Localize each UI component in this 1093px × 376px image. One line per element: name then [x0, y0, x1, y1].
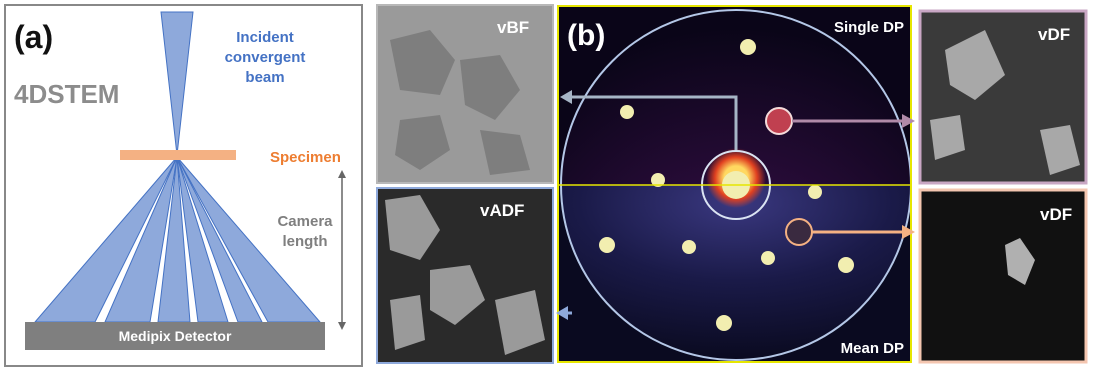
- beam-label: beam: [245, 69, 284, 86]
- camera-length-label: Camera: [277, 213, 333, 230]
- panel-title: 4DSTEM: [14, 79, 119, 109]
- specimen: [120, 150, 236, 160]
- vdf-aperture: [786, 219, 812, 245]
- vdf-aperture: [766, 108, 792, 134]
- image-label: vBF: [497, 18, 529, 37]
- panel-label: (b): [567, 19, 605, 52]
- camera-length-label: length: [283, 233, 328, 250]
- specimen-label: Specimen: [270, 149, 341, 166]
- image-label: Mean DP: [841, 340, 904, 357]
- image-label: Single DP: [834, 19, 904, 36]
- beam-label: Incident: [236, 29, 294, 46]
- image-label: vDF: [1040, 205, 1072, 224]
- detector-label: Medipix Detector: [119, 328, 232, 344]
- beam-label: convergent: [225, 49, 306, 66]
- panel-label: (a): [14, 19, 53, 55]
- image-label: vADF: [480, 201, 524, 220]
- figure: (a) 4DSTEM Specimen Incident convergent …: [0, 0, 1093, 371]
- image-label: vDF: [1038, 25, 1070, 44]
